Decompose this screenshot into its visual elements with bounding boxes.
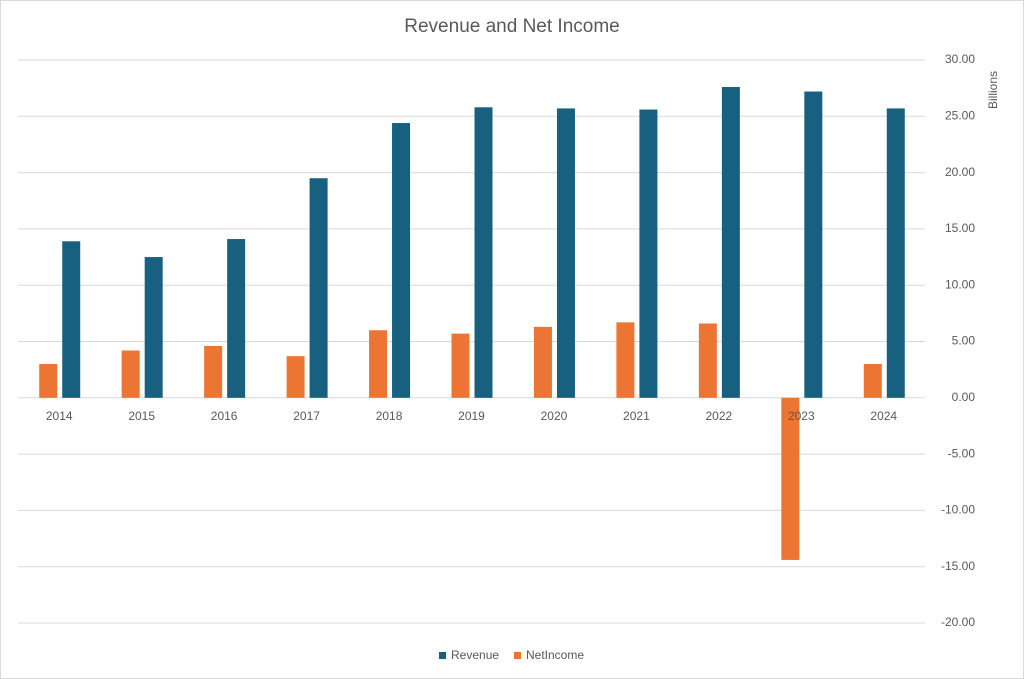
bar xyxy=(227,239,246,398)
bar xyxy=(392,123,411,398)
bar xyxy=(286,356,305,398)
y-tick-label: 15.00 xyxy=(945,221,975,235)
x-tick-label: 2016 xyxy=(211,409,238,423)
y-tick-label: -5.00 xyxy=(948,446,976,460)
x-tick-label: 2018 xyxy=(376,409,403,423)
chart-title: Revenue and Net Income xyxy=(404,16,619,37)
bar xyxy=(781,397,800,560)
y-tick-label: -10.00 xyxy=(941,503,975,517)
bar xyxy=(144,257,163,398)
y-tick-label: 30.00 xyxy=(945,52,975,66)
y-axis-label: Billions xyxy=(986,71,1000,109)
x-tick-label: 2015 xyxy=(128,409,155,423)
bar xyxy=(556,108,575,398)
bar xyxy=(639,109,658,398)
bar xyxy=(474,107,493,398)
x-tick-label: 2014 xyxy=(46,409,73,423)
legend-swatch xyxy=(439,652,446,659)
y-tick-label: 10.00 xyxy=(945,277,975,291)
y-tick-label: 5.00 xyxy=(952,334,976,348)
bar xyxy=(39,364,58,398)
x-tick-label: 2023 xyxy=(788,409,815,423)
bar xyxy=(533,326,552,398)
bar xyxy=(309,178,328,398)
x-tick-label: 2022 xyxy=(706,409,733,423)
y-tick-label: -15.00 xyxy=(941,559,975,573)
x-tick-label: 2021 xyxy=(623,409,650,423)
x-tick-label: 2020 xyxy=(541,409,568,423)
bar xyxy=(616,322,635,398)
legend-label: Revenue xyxy=(451,648,499,662)
y-tick-label: 25.00 xyxy=(945,108,975,122)
legend-swatch xyxy=(514,652,521,659)
bar xyxy=(804,91,823,398)
x-tick-label: 2017 xyxy=(293,409,320,423)
y-tick-label: 0.00 xyxy=(952,390,976,404)
bar xyxy=(721,87,740,398)
bar xyxy=(886,108,905,398)
bar xyxy=(698,323,717,398)
x-tick-label: 2019 xyxy=(458,409,485,423)
bar xyxy=(121,350,140,398)
bar xyxy=(451,333,470,398)
bar xyxy=(204,346,223,398)
bar xyxy=(369,330,388,398)
x-tick-label: 2024 xyxy=(870,409,897,423)
legend-label: NetIncome xyxy=(526,648,584,662)
bar xyxy=(863,364,882,398)
bar xyxy=(62,241,81,398)
y-tick-label: 20.00 xyxy=(945,165,975,179)
y-tick-label: -20.00 xyxy=(941,615,975,629)
